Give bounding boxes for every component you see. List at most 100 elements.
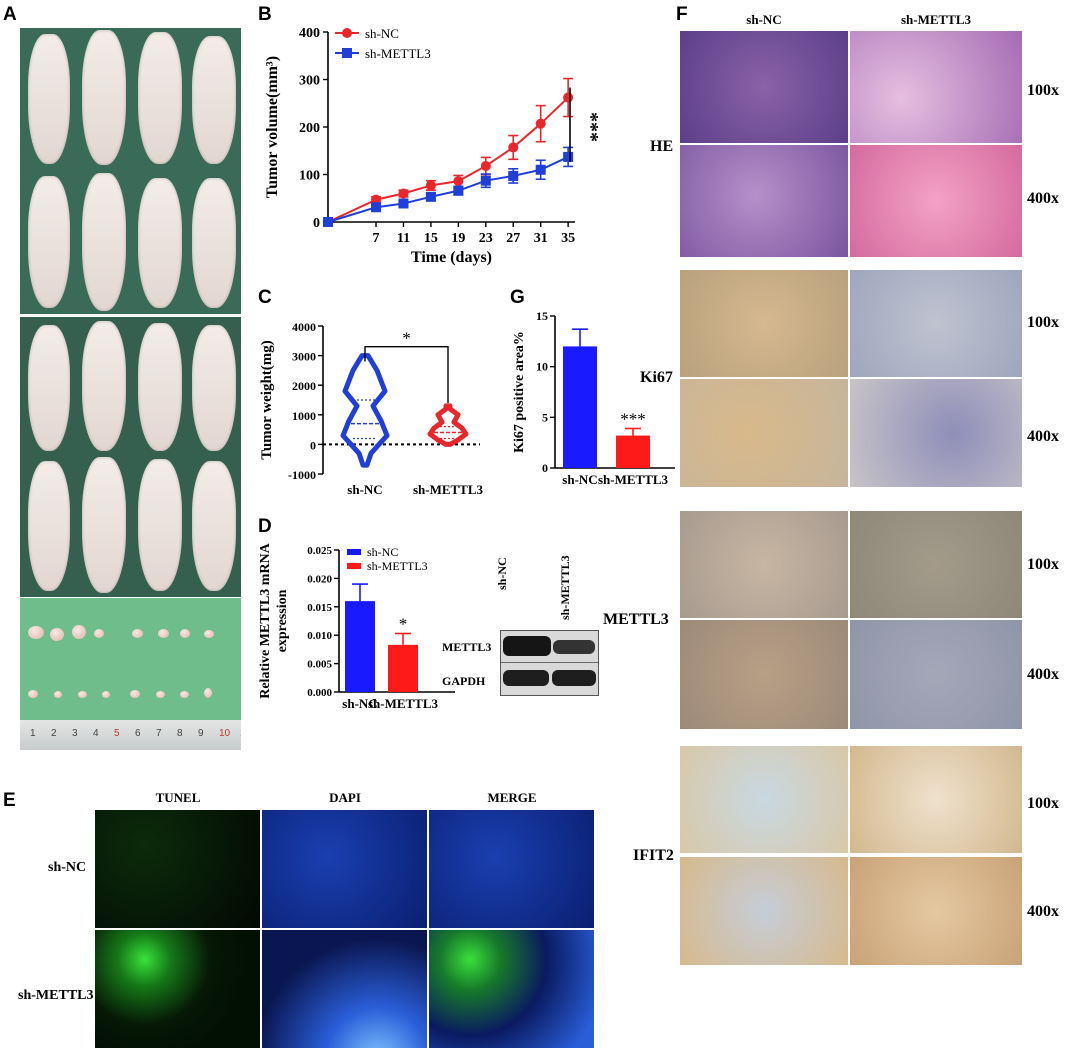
ifit2-nc-400x — [680, 857, 848, 965]
x-tick-label: sh-NC — [342, 696, 377, 711]
row-label-sh-nc: sh-NC — [48, 860, 87, 875]
col-label-f-mettl3: sh-METTL3 — [900, 12, 972, 27]
legend-swatch — [347, 563, 361, 569]
ruler: 1 2 3 4 5 6 7 8 9 10 1 — [20, 720, 241, 750]
y-axis-label: Relative METTL3 mRNA — [258, 542, 273, 698]
bar-sh-NC — [345, 601, 375, 692]
mettl3-nc-100x — [680, 511, 848, 618]
x-tick-label: 31 — [534, 231, 548, 246]
ruler-tick: 6 — [135, 728, 141, 739]
x-tick-label: 35 — [561, 231, 575, 246]
tunel-mettl3 — [95, 930, 260, 1048]
mag-mettl3-100x: 100x — [1027, 556, 1059, 573]
ifit2-mettl3-400x — [850, 857, 1022, 965]
ruler-tick: 9 — [198, 728, 204, 739]
dapi-mettl3 — [262, 930, 427, 1048]
y-tick-label: 0.025 — [307, 545, 332, 557]
tumors-photo: 1 2 3 4 5 6 7 8 9 10 1 — [20, 598, 241, 750]
point-sh-METTL3 — [563, 151, 574, 162]
x-tick-label: 19 — [451, 231, 465, 246]
y-tick-label: 0 — [313, 216, 320, 231]
blot-band-label-mettl3: METTL3 — [442, 640, 492, 654]
y-tick-label: 15 — [536, 309, 548, 323]
y-tick-label: 100 — [299, 169, 320, 184]
ruler-tick: 4 — [93, 728, 99, 739]
he-nc-400x — [680, 145, 848, 257]
y-tick-label: 300 — [299, 74, 320, 89]
he-nc-100x — [680, 31, 848, 143]
y-axis-label: Tumor weight(mg) — [259, 340, 275, 460]
chart-c: -1000 0 1000 2000 3000 4000 Tumor weight(mg) sh… — [259, 320, 484, 497]
x-tick-label: 23 — [479, 231, 493, 246]
point-sh-NC — [371, 194, 382, 205]
mice-photo-bottom — [20, 317, 241, 597]
y-tick-label: 0.010 — [307, 630, 332, 642]
point-sh-NC — [508, 142, 519, 153]
y-axis-label: Tumor volume(mm³) — [264, 56, 281, 198]
y-tick-label: 0 — [310, 438, 316, 452]
blot-image — [500, 630, 599, 696]
y-tick-label: -1000 — [288, 468, 316, 482]
series-line-sh-METTL3 — [327, 156, 569, 223]
panel-label-d: D — [258, 516, 272, 537]
col-label-tunel: TUNEL — [155, 790, 201, 805]
violin-sh-NC — [340, 353, 390, 468]
point-sh-NC — [480, 160, 491, 171]
chart-g: 0 5 10 15 sh-NC sh-METTL3 *** Ki67 positive are… — [512, 309, 675, 487]
ruler-tick: 3 — [72, 728, 78, 739]
ki67-mettl3-400x — [850, 379, 1022, 487]
point-sh-METTL3 — [480, 175, 491, 186]
he-mettl3-400x — [850, 145, 1022, 257]
mag-ki67-100x: 100x — [1027, 314, 1059, 331]
x-tick-label: sh-METTL3 — [598, 472, 669, 487]
y-tick-label: 4000 — [292, 320, 316, 334]
point-sh-METTL3 — [535, 164, 546, 175]
y-tick-label: 0.015 — [307, 602, 332, 614]
y-tick-label: 10 — [536, 360, 548, 374]
x-tick-label: sh-METTL3 — [413, 482, 484, 497]
ki67-mettl3-100x — [850, 270, 1022, 377]
significance-label: *** — [580, 112, 602, 142]
panel-label-f: F — [676, 4, 688, 25]
point-sh-METTL3 — [453, 185, 464, 196]
col-label-merge: MERGE — [487, 790, 537, 805]
point-sh-NC — [563, 92, 574, 103]
panel-label-e: E — [3, 790, 16, 811]
point-sh-NC — [398, 188, 409, 199]
x-tick-label: 27 — [506, 231, 520, 246]
y-tick-label: 0.005 — [307, 659, 332, 671]
merge-nc — [429, 810, 594, 928]
x-tick-label: 15 — [424, 231, 438, 246]
western-blot: sh-NC sh-METTL3 METTL3 GAPDH — [440, 540, 600, 700]
ruler-tick: 7 — [156, 728, 162, 739]
mag-ifit2-400x: 400x — [1027, 903, 1059, 920]
ruler-tick: 1 — [30, 728, 36, 739]
he-mettl3-100x — [850, 31, 1022, 143]
significance-label: *** — [620, 409, 646, 428]
legend-label: sh-METTL3 — [367, 559, 428, 573]
point-sh-METTL3 — [425, 191, 436, 202]
chart-b: 0 100 200 300 400 7 11 15 19 23 27 31 35 Time (days) T… — [264, 26, 602, 266]
mettl3-nc-400x — [680, 620, 848, 729]
row-label-sh-mettl3: sh-METTL3 — [18, 988, 94, 1003]
ruler-tick: 10 — [219, 728, 231, 739]
blot-band-label-gapdh: GAPDH — [442, 674, 486, 688]
point-sh-METTL3 — [323, 217, 333, 227]
x-tick-label: 11 — [397, 231, 410, 246]
panel-label-a: A — [3, 4, 17, 25]
mettl3-mettl3-100x — [850, 511, 1022, 618]
panel-label-b: B — [258, 4, 272, 25]
y-tick-label: 0.000 — [307, 687, 332, 699]
row-label-he: HE — [650, 138, 674, 155]
mag-ki67-400x: 400x — [1027, 428, 1059, 445]
point-sh-METTL3 — [508, 170, 519, 181]
tunel-nc — [95, 810, 260, 928]
legend-swatch — [347, 549, 361, 555]
mag-he-400x: 400x — [1027, 190, 1059, 207]
y-tick-label: 5 — [542, 410, 548, 424]
ruler-tick: 5 — [114, 728, 120, 739]
y-tick-label: 1000 — [292, 409, 316, 423]
blot-lane-label-mettl3: sh-METTL3 — [558, 555, 572, 620]
row-label-ki67: Ki67 — [640, 369, 673, 386]
blot-lane-label-nc: sh-NC — [495, 557, 509, 590]
